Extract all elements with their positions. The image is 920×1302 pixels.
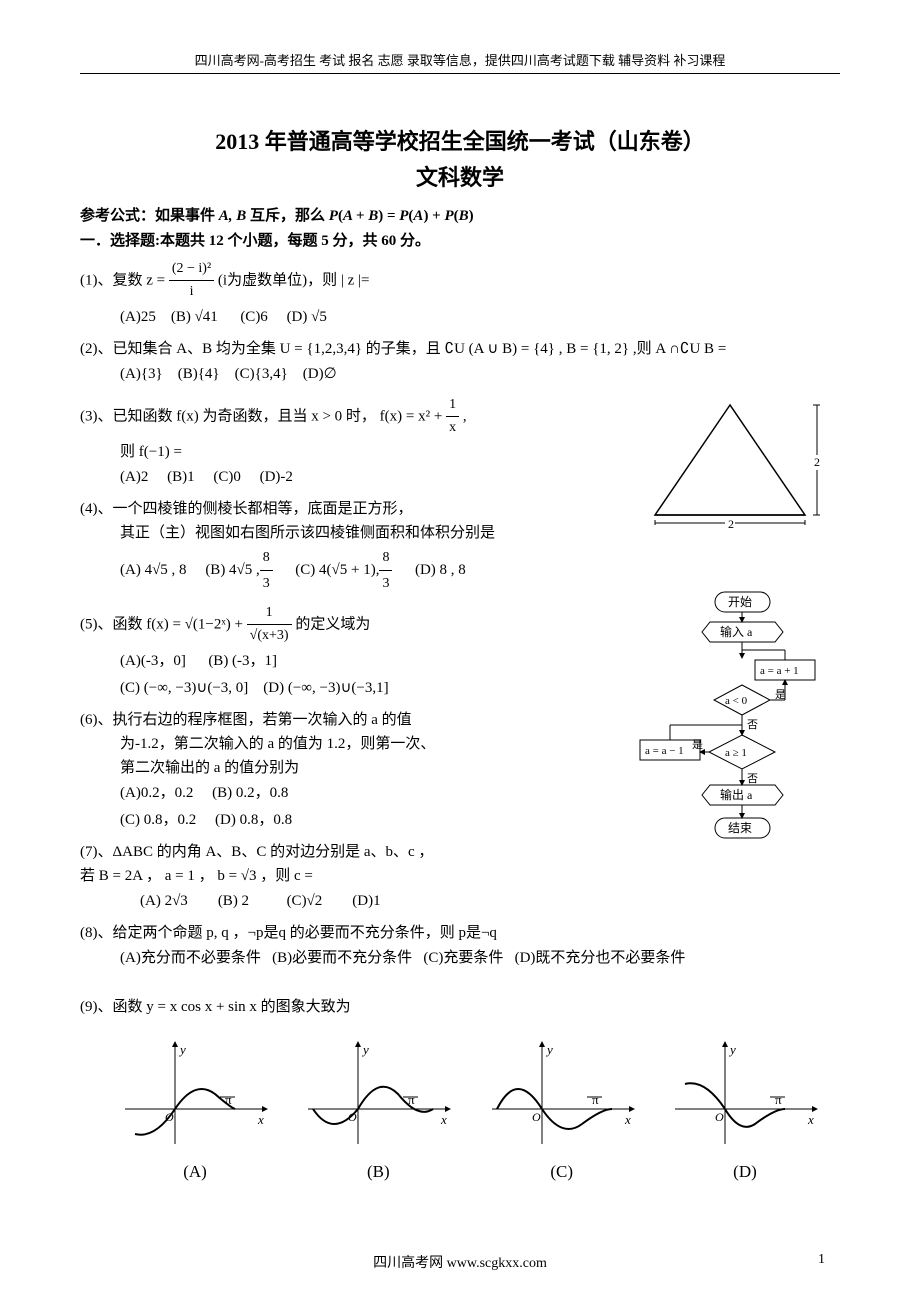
graph-d-label: (D) <box>670 1162 820 1182</box>
svg-text:x: x <box>624 1112 631 1127</box>
q6-option-a: (A)0.2，0.2 <box>120 785 193 801</box>
title-sub: 文科数学 <box>80 160 840 192</box>
q2-option-d: (D)∅ <box>303 366 337 382</box>
graph-b: y x O π (B) <box>303 1039 453 1182</box>
svg-text:x: x <box>257 1112 264 1127</box>
q4-option-a: (A) 4√5 , 8 <box>120 562 187 578</box>
q2-option-c: (C){3,4} <box>235 366 288 382</box>
q3-text-post: , <box>463 408 467 424</box>
svg-text:2: 2 <box>728 517 734 531</box>
svg-text:结束: 结束 <box>728 821 752 835</box>
q2-option-b: (B){4} <box>178 366 220 382</box>
q1-option-a: (A)25 <box>120 309 156 325</box>
svg-text:输出 a: 输出 a <box>720 787 753 802</box>
question-1: (1)、复数 z = (2 − i)²i (i为虚数单位)，则 | z |= (… <box>80 258 840 331</box>
question-9: (9)、函数 y = x cos x + sin x 的图象大致为 <box>80 995 840 1019</box>
question-8: (8)、给定两个命题 p, q ，¬p是q 的必要而不充分条件，则 p是¬q (… <box>80 921 840 972</box>
svg-text:x: x <box>807 1112 814 1127</box>
q6-option-c: (C) 0.8，0.2 <box>120 812 196 828</box>
svg-text:y: y <box>545 1042 553 1057</box>
triangle-diagram: 2 2 <box>635 395 835 540</box>
svg-text:y: y <box>178 1042 186 1057</box>
q7-option-a: (A) 2√3 <box>140 893 188 909</box>
q3-option-d: (D)-2 <box>260 469 293 485</box>
svg-text:2: 2 <box>814 455 820 469</box>
svg-text:否: 否 <box>747 719 758 731</box>
q5-text-post: 的定义域为 <box>295 616 370 632</box>
section-title: 一．选择题:本题共 12 个小题，每题 5 分，共 60 分。 <box>80 229 840 250</box>
q8-option-a: (A)充分而不必要条件 <box>120 950 261 966</box>
q7-option-d: (D)1 <box>352 893 380 909</box>
q5-option-c: (C) (−∞, −3)∪(−3, 0] <box>120 680 248 696</box>
svg-text:a < 0: a < 0 <box>725 695 748 707</box>
q5-option-b: (B) (-3，1] <box>208 653 277 669</box>
svg-text:输入 a: 输入 a <box>720 624 753 639</box>
q7-line2: 若 B = 2A ， a = 1 ， b = √3 ，则 c = <box>80 864 840 888</box>
graph-a: y x O π (A) <box>120 1039 270 1182</box>
svg-text:y: y <box>728 1042 736 1057</box>
q5-text-pre: (5)、函数 f(x) = √(1−2ˣ) + <box>80 616 247 632</box>
svg-text:a ≥ 1: a ≥ 1 <box>725 747 747 759</box>
graphs-row: y x O π (A) y x O π (B) y x O π <box>120 1039 820 1182</box>
page-header: 四川高考网-高考招生 考试 报名 志愿 录取等信息，提供四川高考试题下载 辅导资… <box>80 50 840 74</box>
q7-option-c: (C)√2 <box>287 893 323 909</box>
q2-option-a: (A){3} <box>120 366 163 382</box>
svg-text:O: O <box>532 1110 541 1124</box>
q4-option-c: (C) 4(√5 + 1),83 <box>295 562 392 578</box>
q4-option-d: (D) 8 , 8 <box>415 562 466 578</box>
svg-text:是: 是 <box>692 738 703 751</box>
svg-text:π: π <box>592 1092 599 1107</box>
graph-b-label: (B) <box>303 1162 453 1182</box>
q5-fraction: 1√(x+3) <box>247 602 292 648</box>
q8-option-d: (D)既不充分也不必要条件 <box>515 950 686 966</box>
svg-text:x: x <box>440 1112 447 1127</box>
svg-text:否: 否 <box>747 773 758 785</box>
question-7: (7)、ΔABC 的内角 A、B、C 的对边分别是 a、b、c ， 若 B = … <box>80 840 840 915</box>
q2-text: (2)、已知集合 A、B 均为全集 U = {1,2,3,4} 的子集，且 ∁U… <box>80 341 726 357</box>
q1-text-pre: (1)、复数 z = <box>80 272 169 288</box>
svg-text:O: O <box>715 1110 724 1124</box>
q5-option-d: (D) (−∞, −3)∪(−3,1] <box>263 680 388 696</box>
q7-line1: (7)、ΔABC 的内角 A、B、C 的对边分别是 a、b、c ， <box>80 840 840 864</box>
graph-a-label: (A) <box>120 1162 270 1182</box>
svg-text:a = a + 1: a = a + 1 <box>760 665 799 677</box>
footer-page-number: 1 <box>818 1252 825 1268</box>
question-2: (2)、已知集合 A、B 均为全集 U = {1,2,3,4} 的子集，且 ∁U… <box>80 337 840 388</box>
q5-option-a: (A)(-3，0] <box>120 653 186 669</box>
graph-c-label: (C) <box>487 1162 637 1182</box>
svg-text:是: 是 <box>775 688 786 701</box>
q3-text: (3)、已知函数 f(x) 为奇函数，且当 x > 0 时， f(x) = x²… <box>80 408 446 424</box>
q1-option-d: (D) √5 <box>287 309 327 325</box>
q6-option-d: (D) 0.8，0.8 <box>215 812 292 828</box>
q1-text-post: (i为虚数单位)，则 | z |= <box>218 272 370 288</box>
q8-text: (8)、给定两个命题 p, q ，¬p是q 的必要而不充分条件，则 p是¬q <box>80 921 840 945</box>
q1-fraction: (2 − i)²i <box>169 258 214 304</box>
footer-text: 四川高考网 www.scgkxx.com <box>373 1256 547 1271</box>
q4-option-b: (B) 4√5 ,83 <box>205 562 272 578</box>
q7-option-b: (B) 2 <box>218 893 249 909</box>
graph-c: y x O π (C) <box>487 1039 637 1182</box>
q3-option-a: (A)2 <box>120 469 148 485</box>
page-footer: 四川高考网 www.scgkxx.com 1 <box>0 1252 920 1272</box>
q8-option-c: (C)充要条件 <box>423 950 503 966</box>
title-main: 2013 年普通高等学校招生全国统一考试（山东卷） <box>80 124 840 156</box>
graph-d: y x O π (D) <box>670 1039 820 1182</box>
svg-text:a = a − 1: a = a − 1 <box>645 745 684 757</box>
q9-text: (9)、函数 y = x cos x + sin x 的图象大致为 <box>80 995 840 1019</box>
q3-option-c: (C)0 <box>213 469 241 485</box>
q6-option-b: (B) 0.2，0.8 <box>212 785 288 801</box>
svg-text:y: y <box>361 1042 369 1057</box>
reference-formula: 参考公式：如果事件 A, B 互斥，那么 P(A + B) = P(A) + P… <box>80 204 840 225</box>
svg-text:π: π <box>775 1092 782 1107</box>
svg-text:开始: 开始 <box>728 595 752 609</box>
q1-option-c: (C)6 <box>240 309 268 325</box>
q3-fraction: 1x <box>446 394 459 440</box>
q8-option-b: (B)必要而不充分条件 <box>272 950 412 966</box>
q1-option-b: (B) √41 <box>171 309 218 325</box>
q3-option-b: (B)1 <box>167 469 195 485</box>
